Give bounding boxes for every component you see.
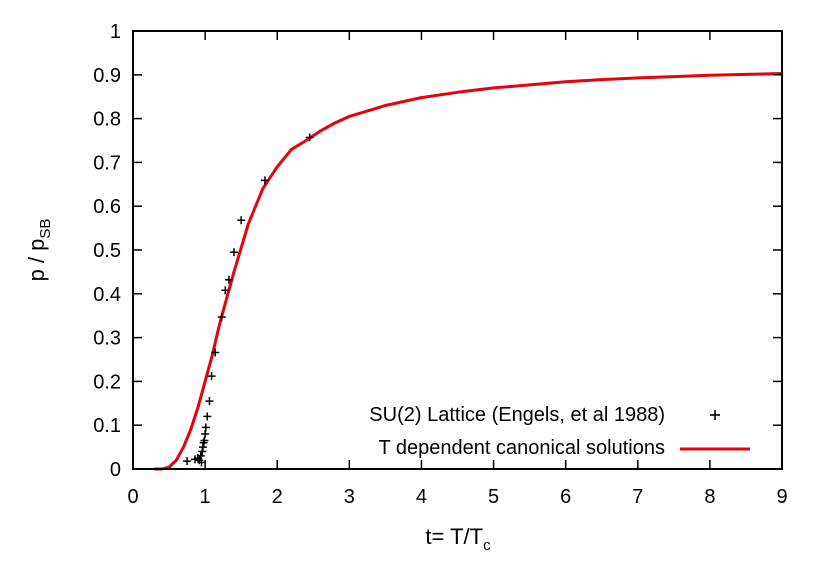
- y-tick-label: 0.2: [93, 371, 121, 393]
- axis-ticks: 0 1 2 3 4 5 6 7 8 9 0 0.1 0.2 0.3 0.4 0.5 0.6 0.7 0.8 0.9 1: [93, 21, 787, 508]
- y-axis-label: p / pSB: [24, 219, 54, 282]
- data-point-plus: [207, 372, 216, 381]
- x-tick-label: 7: [632, 486, 643, 508]
- y-axis-label-subscript: SB: [37, 219, 54, 239]
- data-point-plus: [221, 286, 230, 295]
- x-tick-label: 1: [200, 486, 211, 508]
- data-point-plus: [203, 412, 212, 421]
- y-tick-label: 0.7: [93, 152, 121, 174]
- series-line-canonical: [154, 72, 783, 471]
- x-axis-label-main: t= T/T: [425, 524, 483, 549]
- data-point-plus: [224, 275, 233, 284]
- x-tick-label: 2: [272, 486, 283, 508]
- data-point-plus: [305, 133, 314, 142]
- y-tick-label: 0.3: [93, 328, 121, 350]
- x-tick-label: 6: [560, 486, 571, 508]
- legend-marker-plus: [710, 410, 720, 420]
- y-axis-label-main: p / p: [24, 239, 49, 282]
- x-tick-label: 3: [344, 486, 355, 508]
- x-tick-label: 8: [704, 486, 715, 508]
- x-tick-label: 4: [416, 486, 427, 508]
- y-tick-label: 0.6: [93, 196, 121, 218]
- x-tick-label: 0: [127, 486, 138, 508]
- data-point-plus: [260, 176, 269, 185]
- y-tick-label: 0: [110, 459, 121, 481]
- y-tick-label: 0.9: [93, 65, 121, 87]
- y-tick-label: 0.5: [93, 240, 121, 262]
- x-axis-label-subscript: c: [483, 537, 491, 554]
- data-point-plus: [197, 458, 206, 467]
- legend-label-canonical: T dependent canonical solutions: [378, 437, 665, 459]
- legend-label-lattice: SU(2) Lattice (Engels, et al 1988): [369, 404, 665, 426]
- data-point-plus: [217, 313, 226, 322]
- x-tick-label: 5: [488, 486, 499, 508]
- legend: SU(2) Lattice (Engels, et al 1988) T dep…: [369, 404, 750, 459]
- data-point-plus: [211, 348, 220, 357]
- data-point-plus: [201, 423, 210, 432]
- y-tick-label: 0.1: [93, 415, 121, 437]
- y-tick-label: 1: [110, 21, 121, 43]
- data-point-plus: [205, 397, 214, 406]
- plot-marks: [154, 72, 783, 471]
- y-tick-label: 0.4: [93, 284, 121, 306]
- y-tick-label: 0.8: [93, 109, 121, 131]
- data-point-plus: [237, 216, 246, 225]
- data-point-plus: [229, 248, 238, 257]
- x-tick-label: 9: [776, 486, 787, 508]
- data-point-plus: [183, 457, 192, 466]
- x-axis-label: t= T/Tc: [425, 524, 491, 554]
